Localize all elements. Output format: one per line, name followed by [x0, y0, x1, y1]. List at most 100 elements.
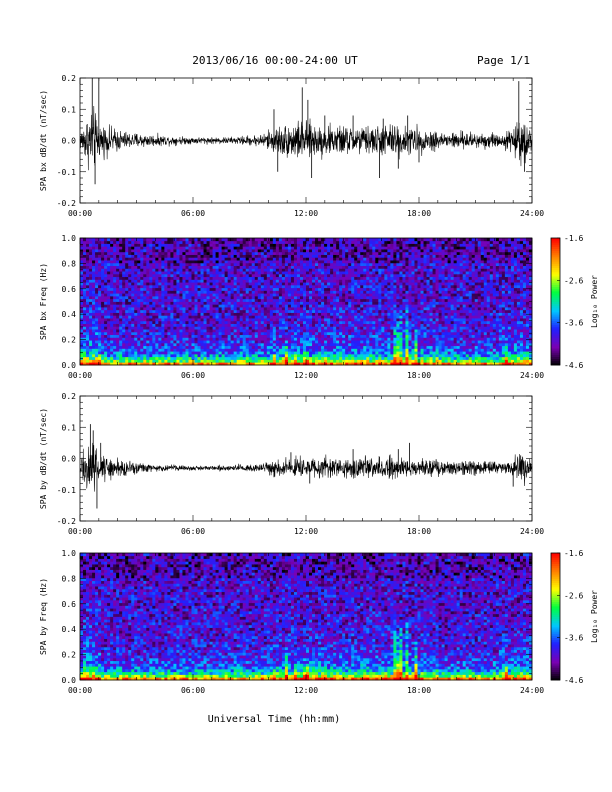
spectrogram-cell — [336, 351, 340, 355]
spectrogram-cell — [86, 254, 90, 258]
spectrogram-cell — [284, 257, 289, 261]
spectrogram-cell — [299, 342, 304, 347]
spectrogram-cell — [227, 362, 232, 366]
spectrogram-cell — [369, 276, 373, 280]
spectrogram-cell — [185, 257, 189, 261]
spectrogram-cell — [284, 260, 289, 264]
spectrogram-cell — [354, 282, 358, 286]
spectrogram-cell — [263, 290, 268, 294]
spectrogram-cell — [107, 282, 111, 286]
spectrogram-cell — [167, 251, 171, 255]
spectrogram-cell — [272, 323, 277, 327]
spectrogram-cell — [104, 353, 108, 358]
spectrogram-cell — [275, 356, 280, 360]
spectrogram-cell — [260, 246, 265, 250]
spectrogram-cell — [161, 246, 165, 250]
spectrogram-cell — [110, 304, 114, 308]
spectrogram-cell — [351, 254, 355, 258]
spectrogram-cell — [284, 265, 289, 269]
spectrogram-cell — [212, 271, 216, 275]
spectrogram-cell — [372, 356, 376, 360]
spectrogram-cell — [296, 273, 301, 278]
spectrogram-cell — [212, 268, 216, 272]
spectrogram-cell — [95, 323, 99, 327]
spectrogram-cell — [146, 340, 150, 344]
spectrogram-cell — [104, 240, 108, 244]
spectrogram-cell — [324, 342, 328, 347]
spectrogram-cell — [257, 312, 262, 316]
spectrogram-cell — [266, 295, 271, 300]
spectrogram-cell — [263, 257, 268, 261]
spectrogram-cell — [161, 331, 165, 336]
spectrogram-cell — [101, 284, 105, 289]
spectrogram-cell — [245, 329, 250, 333]
spectrogram-cell — [206, 348, 210, 352]
spectrogram-cell — [182, 262, 186, 267]
spectrogram-cell — [375, 318, 379, 322]
spectrogram-cell — [402, 337, 406, 341]
spectrogram-cell — [372, 290, 376, 294]
spectrogram-cell — [227, 268, 232, 272]
spectrogram-cell — [251, 348, 256, 352]
spectrogram-cell — [242, 340, 247, 344]
spectrogram-cell — [80, 298, 84, 302]
spectrogram-cell — [83, 287, 87, 291]
spectrogram-cell — [233, 284, 238, 289]
spectrogram-cell — [119, 323, 123, 327]
spectrogram-cell — [248, 290, 253, 294]
spectrogram-cell — [245, 290, 250, 294]
spectrogram-cell — [278, 309, 283, 313]
spectrogram-cell — [278, 345, 283, 349]
spectrogram-cell — [164, 262, 168, 267]
spectrogram-cell — [248, 342, 253, 347]
spectrogram-cell — [330, 257, 334, 261]
spectrogram-cell — [309, 345, 313, 349]
spectrogram-cell — [302, 271, 307, 275]
spectrogram-cell — [263, 362, 268, 366]
spectrogram-cell — [384, 240, 388, 244]
spectrogram-cell — [372, 307, 376, 311]
spectrogram-cell — [149, 323, 153, 327]
spectrogram-cell — [164, 309, 168, 313]
spectrogram-cell — [128, 329, 132, 333]
spectrogram-cell — [393, 331, 397, 336]
spectrogram-cell — [402, 329, 406, 333]
spectrogram-cell — [366, 273, 370, 278]
spectrogram-cell — [176, 251, 180, 255]
spectrogram-cell — [387, 315, 391, 319]
spectrogram-cell — [143, 348, 147, 352]
spectrogram-cell — [396, 331, 400, 336]
spectrogram-cell — [83, 342, 87, 347]
spectrogram-cell — [233, 268, 238, 272]
spectrogram-cell — [339, 340, 343, 344]
spectrogram-cell — [113, 262, 117, 267]
spectrogram-cell — [239, 320, 244, 324]
spectrogram-cell — [390, 301, 394, 305]
spectrogram-cell — [122, 284, 126, 289]
spectrogram-cell — [143, 309, 147, 313]
spectrogram-cell — [375, 315, 379, 319]
spectrogram-cell — [173, 331, 177, 336]
spectrogram-cell — [327, 282, 331, 286]
spectrogram-cell — [399, 282, 403, 286]
spectrogram-cell — [284, 353, 289, 358]
spectrogram-cell — [321, 337, 325, 341]
spectrogram-cell — [351, 329, 355, 333]
spectrogram-cell — [372, 340, 376, 344]
spectrogram-cell — [164, 282, 168, 286]
spectrogram-cell — [287, 257, 292, 261]
spectrogram-cell — [134, 331, 138, 336]
spectrogram-cell — [116, 243, 120, 247]
spectrogram-cell — [92, 295, 96, 300]
spectrogram-cell — [125, 249, 129, 253]
spectrogram-cell — [170, 362, 174, 366]
spectrogram-cell — [393, 320, 397, 324]
spectrogram-cell — [245, 353, 250, 358]
spectrogram-cell — [275, 287, 280, 291]
spectrogram-cell — [372, 238, 376, 242]
spectrogram-cell — [80, 271, 84, 275]
spectrogram-cell — [363, 312, 367, 316]
spectrogram-cell — [290, 293, 295, 297]
spectrogram-cell — [80, 337, 84, 341]
spectrogram-cell — [390, 320, 394, 324]
